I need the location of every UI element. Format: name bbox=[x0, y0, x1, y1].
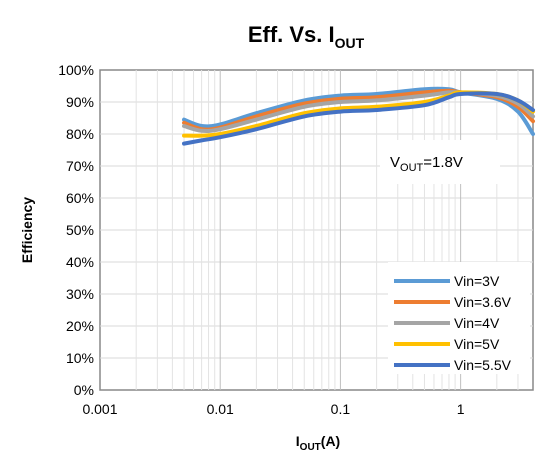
chart-title: Eff. Vs. IOUT bbox=[248, 22, 365, 51]
legend-entry: Vin=3.6V bbox=[454, 294, 512, 310]
y-tick-label: 60% bbox=[66, 190, 94, 206]
y-axis-label: Efficiency bbox=[19, 197, 35, 263]
annotation-box bbox=[380, 140, 500, 184]
y-tick-label: 80% bbox=[66, 126, 94, 142]
y-tick-label: 90% bbox=[66, 94, 94, 110]
x-tick-label: 0.01 bbox=[207, 401, 234, 417]
x-tick-label: 0.001 bbox=[82, 401, 117, 417]
legend-entry: Vin=4V bbox=[454, 315, 500, 331]
x-axis-label: IOUT(A) bbox=[296, 433, 340, 453]
legend-entry: Vin=5V bbox=[454, 336, 500, 352]
series-line-5 bbox=[182, 91, 535, 146]
y-tick-label: 0% bbox=[74, 382, 94, 398]
legend: Vin=3V Vin=3.6V Vin=4V Vin=5V Vin=5.5V bbox=[394, 273, 512, 373]
y-tick-label: 70% bbox=[66, 158, 94, 174]
y-tick-label: 30% bbox=[66, 286, 94, 302]
x-tick-label: 1 bbox=[457, 401, 465, 417]
vout-annotation: VOUT=1.8V bbox=[390, 154, 463, 174]
y-tick-label: 40% bbox=[66, 254, 94, 270]
y-tick-label: 100% bbox=[58, 62, 94, 78]
data-series bbox=[182, 86, 535, 146]
legend-entry: Vin=5.5V bbox=[454, 357, 512, 373]
y-tick-labels: 0% 10% 20% 30% 40% 50% 60% 70% 80% 90% 100% bbox=[58, 62, 94, 398]
legend-entry: Vin=3V bbox=[454, 273, 500, 289]
y-tick-label: 10% bbox=[66, 350, 94, 366]
y-tick-label: 20% bbox=[66, 318, 94, 334]
y-tick-label: 50% bbox=[66, 222, 94, 238]
x-tick-label: 0.1 bbox=[331, 401, 351, 417]
x-tick-labels: 0.001 0.01 0.1 1 bbox=[82, 401, 464, 417]
